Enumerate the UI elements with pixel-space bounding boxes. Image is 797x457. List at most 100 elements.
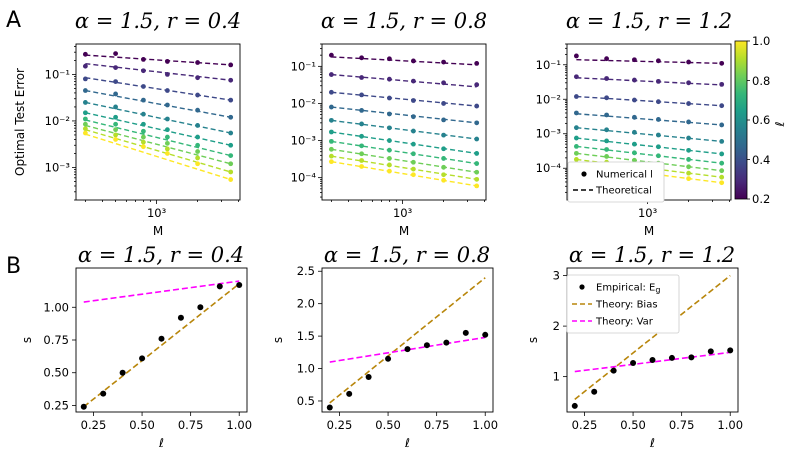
x-tick-label: 1.00 <box>717 418 743 432</box>
data-point <box>113 114 118 120</box>
data-point <box>228 114 234 120</box>
legend-bottom-frame <box>566 274 680 334</box>
data-point <box>328 159 334 165</box>
data-point <box>631 157 637 163</box>
data-point <box>113 91 118 97</box>
data-point <box>195 75 200 81</box>
data-point <box>604 112 609 118</box>
data-point <box>228 142 234 148</box>
empirical-point <box>443 339 450 346</box>
y-tick-label: 3 <box>553 269 560 283</box>
empirical-point <box>727 347 734 354</box>
data-point <box>386 111 392 117</box>
y-tick-label: 10⁻³ <box>536 127 562 141</box>
axes-frame <box>321 267 494 413</box>
empirical-point <box>326 404 333 411</box>
colorbar-tick-label: 1.0 <box>752 34 770 48</box>
chart-a3: α = 1.5, r = 1.2 10⁻¹ 10⁻² 10⁻³ 10⁻⁴ 10³ M <box>536 9 732 238</box>
data-point <box>140 128 146 134</box>
data-point <box>573 94 579 99</box>
data-point <box>410 166 416 172</box>
data-point <box>328 129 334 135</box>
data-point <box>655 132 661 138</box>
data-point <box>195 134 200 140</box>
legend-bias-label: Theory: Bias <box>595 300 658 311</box>
data-point <box>140 68 146 74</box>
data-point <box>164 140 170 146</box>
data-point <box>604 154 609 159</box>
empirical-point <box>610 367 617 374</box>
data-point <box>386 168 392 174</box>
legend-var-label: Theory: Var <box>595 317 654 328</box>
fit-line <box>576 77 722 86</box>
data-point <box>228 130 234 136</box>
data-point <box>410 98 416 103</box>
y-axis-label: s <box>20 337 34 343</box>
data-point <box>82 88 88 93</box>
fit-line <box>85 119 231 157</box>
colorbar-tick-label: 0.8 <box>752 74 770 88</box>
x-tick-label: 1.00 <box>226 418 252 432</box>
empirical-point <box>119 369 126 376</box>
empirical-point <box>177 314 184 321</box>
data-point <box>228 62 234 68</box>
y-tick-label: 10⁻¹ <box>536 58 561 72</box>
y-tick-label: 2.5 <box>297 264 315 278</box>
bias-line <box>574 274 731 400</box>
legend-empirical-label: Empirical: Eg <box>596 283 660 295</box>
data-point <box>386 56 392 62</box>
empirical-point <box>197 304 204 311</box>
empirical-point <box>462 329 469 336</box>
fit-line <box>85 112 231 146</box>
fit-line <box>85 124 231 165</box>
empirical-point <box>346 390 353 397</box>
data-point <box>441 164 446 170</box>
data-point <box>386 125 392 131</box>
data-point <box>719 60 725 66</box>
empirical-point <box>236 282 243 289</box>
empirical-point <box>216 283 223 290</box>
x-axis-label: M <box>644 224 654 238</box>
data-point <box>573 125 579 131</box>
data-point <box>359 92 364 98</box>
data-point <box>113 51 118 56</box>
data-point <box>631 150 637 156</box>
colorbar-tick-label: 0.6 <box>752 113 770 127</box>
x-tick-label: 0.50 <box>375 418 401 432</box>
data-point <box>328 52 334 58</box>
data-point <box>441 80 446 86</box>
data-point <box>113 127 118 133</box>
x-tick-label: 0.75 <box>669 418 695 432</box>
fit-line <box>85 89 231 118</box>
data-point <box>410 159 416 165</box>
data-point <box>573 150 579 156</box>
data-point <box>573 157 579 162</box>
data-point <box>328 117 334 123</box>
data-point <box>441 172 446 178</box>
data-point <box>604 76 609 81</box>
legend-top: Numerical l Theoretical <box>567 161 665 203</box>
data-point <box>228 177 234 182</box>
empirical-point <box>649 356 656 363</box>
chart-title: α = 1.5, r = 0.4 <box>78 243 244 267</box>
data-point <box>441 156 446 161</box>
empirical-point <box>688 354 695 361</box>
empirical-point <box>630 359 637 366</box>
data-point <box>164 116 170 122</box>
data-point <box>604 127 609 133</box>
data-point <box>655 58 661 64</box>
data-point <box>82 116 88 122</box>
fit-line <box>331 56 477 66</box>
data-point <box>474 61 480 66</box>
colorbar-tick-label: 0.4 <box>752 153 770 167</box>
data-point <box>359 143 364 149</box>
fit-line <box>576 95 722 107</box>
data-point <box>140 97 146 103</box>
x-tick-label: 0.75 <box>178 418 204 432</box>
data-point <box>686 164 691 170</box>
data-point <box>386 138 392 143</box>
data-point <box>228 97 234 103</box>
empirical-point <box>423 342 430 349</box>
empirical-point <box>404 346 411 353</box>
fit-line <box>85 101 231 134</box>
